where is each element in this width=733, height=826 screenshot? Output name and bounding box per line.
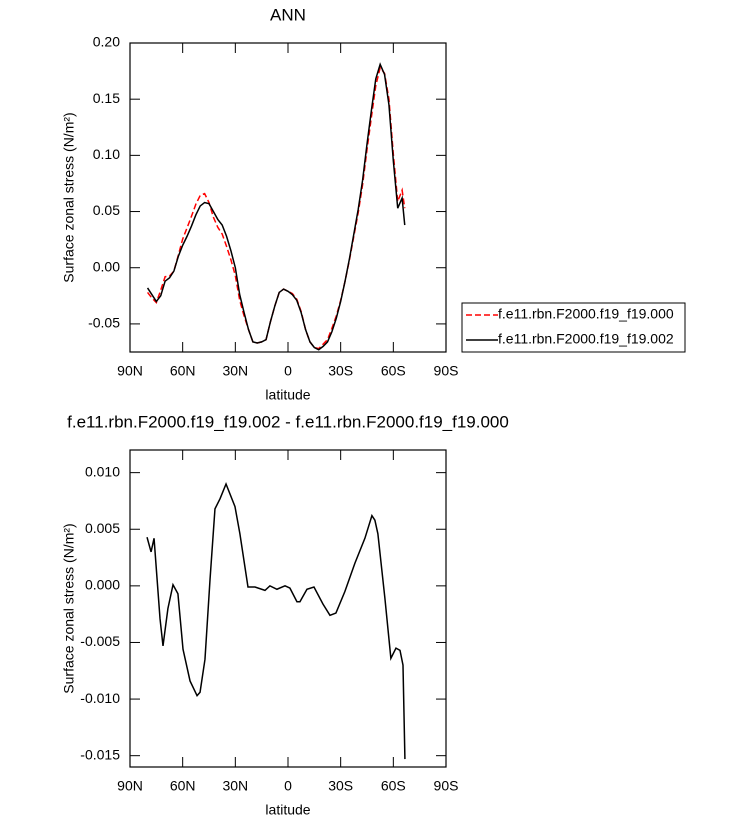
y-tick-label: 0.010 [85,463,120,479]
x-tick-label: 90N [117,363,143,379]
y-tick-label: -0.015 [80,746,120,762]
y-axis-label: Surface zonal stress (N/m²) [61,523,77,693]
data-line [146,481,406,760]
x-tick-label: 30N [222,778,248,794]
x-tick-label: 30S [328,778,353,794]
y-axis-label: Surface zonal stress (N/m²) [61,112,77,282]
y-tick-label: 0.05 [93,202,120,218]
legend-box [461,302,686,353]
y-tick-label: -0.010 [80,690,120,706]
y-tick-label: -0.05 [88,315,120,331]
legend-label: f.e11.rbn.F2000.f19_f19.000 [498,306,674,322]
y-tick-label: 0.10 [93,146,120,162]
y-tick-label: 0.20 [93,34,120,50]
y-tick-label: 0.000 [85,577,120,593]
x-tick-label: 60S [381,778,406,794]
x-tick-label: 60S [381,363,406,379]
x-axis-label: latitude [265,387,310,403]
x-tick-label: 60N [170,778,196,794]
legend-label: f.e11.rbn.F2000.f19_f19.002 [498,331,674,347]
x-tick-label: 90N [117,778,143,794]
y-tick-label: 0.00 [93,258,120,274]
x-tick-label: 30S [328,363,353,379]
x-tick-label: 90S [434,363,459,379]
y-tick-label: -0.005 [80,633,120,649]
chart-title: ANN [270,5,306,24]
x-axis-label: latitude [265,802,310,818]
y-tick-label: 0.15 [93,90,120,106]
plot-frame [129,449,447,768]
y-tick-label: 0.005 [85,520,120,536]
chart-title: f.e11.rbn.F2000.f19_f19.002 - f.e11.rbn.… [67,412,509,431]
x-tick-label: 60N [170,363,196,379]
x-tick-label: 90S [434,778,459,794]
data-line [146,66,406,350]
x-tick-label: 0 [284,363,292,379]
x-tick-label: 0 [284,778,292,794]
x-tick-label: 30N [222,363,248,379]
data-line [146,62,406,351]
